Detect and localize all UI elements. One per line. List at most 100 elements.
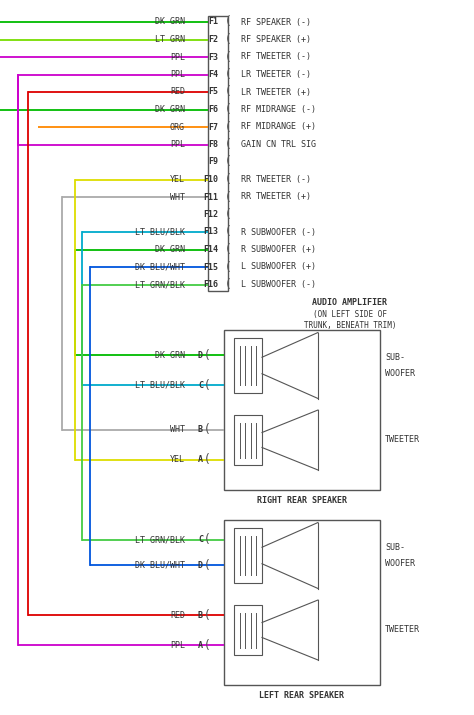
Bar: [224, 330, 380, 490]
Text: DK BLU/WHT: DK BLU/WHT: [135, 262, 185, 272]
Text: LR TWEETER (-): LR TWEETER (-): [241, 70, 311, 79]
Text: (: (: [226, 138, 231, 151]
Text: F6: F6: [208, 105, 218, 114]
Text: WOOFER: WOOFER: [385, 559, 415, 568]
Text: (: (: [226, 33, 231, 46]
Text: RIGHT REAR SPEAKER: RIGHT REAR SPEAKER: [257, 496, 347, 505]
Text: (: (: [205, 348, 210, 362]
Text: (: (: [205, 423, 210, 436]
Text: RF SPEAKER (+): RF SPEAKER (+): [241, 35, 311, 44]
Text: DK GRN: DK GRN: [155, 350, 185, 360]
Text: TWEETER: TWEETER: [385, 626, 420, 634]
Text: F5: F5: [208, 87, 218, 97]
Bar: [234, 528, 262, 583]
Text: (: (: [205, 608, 210, 621]
Text: D: D: [198, 350, 203, 360]
Text: DK GRN: DK GRN: [155, 245, 185, 254]
Text: F15: F15: [203, 262, 218, 272]
Text: TWEETER: TWEETER: [385, 435, 420, 445]
Text: F12: F12: [203, 210, 218, 219]
Bar: [224, 520, 380, 685]
Bar: [234, 338, 262, 393]
Text: (: (: [226, 190, 231, 204]
Text: RED: RED: [170, 611, 185, 619]
Text: D: D: [198, 561, 203, 570]
Text: (: (: [226, 103, 231, 116]
Text: ORG: ORG: [170, 122, 185, 132]
Text: F1: F1: [208, 17, 218, 26]
Text: AUDIO AMPLIFIER: AUDIO AMPLIFIER: [312, 298, 388, 307]
Text: F8: F8: [208, 140, 218, 149]
Text: C: C: [198, 536, 203, 545]
Text: A: A: [198, 455, 203, 465]
Text: LT BLU/BLK: LT BLU/BLK: [135, 380, 185, 390]
Text: (: (: [205, 453, 210, 466]
Text: (: (: [226, 155, 231, 169]
Text: (: (: [226, 86, 231, 99]
Text: PPL: PPL: [170, 641, 185, 649]
Bar: [234, 415, 262, 465]
Text: DK BLU/WHT: DK BLU/WHT: [135, 561, 185, 570]
Bar: [208, 16, 228, 290]
Text: LT GRN/BLK: LT GRN/BLK: [135, 536, 185, 545]
Text: RED: RED: [170, 87, 185, 97]
Text: YEL: YEL: [170, 175, 185, 184]
Text: F3: F3: [208, 52, 218, 61]
Text: (: (: [205, 638, 210, 651]
Text: RR TWEETER (-): RR TWEETER (-): [241, 175, 311, 184]
Text: A: A: [198, 641, 203, 649]
Text: F13: F13: [203, 227, 218, 237]
Text: WOOFER: WOOFER: [385, 369, 415, 378]
Text: (: (: [205, 533, 210, 546]
Text: RF TWEETER (-): RF TWEETER (-): [241, 52, 311, 61]
Text: (: (: [226, 243, 231, 256]
Text: PPL: PPL: [170, 140, 185, 149]
Text: (: (: [226, 121, 231, 134]
Text: F14: F14: [203, 245, 218, 254]
Text: WHT: WHT: [170, 192, 185, 202]
Text: C: C: [198, 380, 203, 390]
Text: (: (: [226, 225, 231, 239]
Text: (: (: [226, 16, 231, 29]
Text: DK GRN: DK GRN: [155, 17, 185, 26]
Text: L SUBWOOFER (+): L SUBWOOFER (+): [241, 262, 316, 272]
Text: (: (: [226, 51, 231, 64]
Text: R SUBWOOFER (-): R SUBWOOFER (-): [241, 227, 316, 237]
Bar: [234, 605, 262, 655]
Text: RF MIDRANGE (+): RF MIDRANGE (+): [241, 122, 316, 132]
Text: (: (: [226, 260, 231, 274]
Text: RR TWEETER (+): RR TWEETER (+): [241, 192, 311, 202]
Text: (: (: [205, 378, 210, 392]
Text: LR TWEETER (+): LR TWEETER (+): [241, 87, 311, 97]
Text: (: (: [226, 68, 231, 81]
Text: RF MIDRANGE (-): RF MIDRANGE (-): [241, 105, 316, 114]
Text: L SUBWOOFER (-): L SUBWOOFER (-): [241, 280, 316, 289]
Text: (: (: [226, 208, 231, 221]
Text: F10: F10: [203, 175, 218, 184]
Text: SUB-: SUB-: [385, 352, 405, 362]
Text: B: B: [198, 611, 203, 619]
Text: LT GRN/BLK: LT GRN/BLK: [135, 280, 185, 289]
Text: R SUBWOOFER (+): R SUBWOOFER (+): [241, 245, 316, 254]
Text: F9: F9: [208, 157, 218, 167]
Text: GAIN CN TRL SIG: GAIN CN TRL SIG: [241, 140, 316, 149]
Text: B: B: [198, 425, 203, 435]
Text: SUB-: SUB-: [385, 543, 405, 552]
Text: PPL: PPL: [170, 70, 185, 79]
Text: LT GRN: LT GRN: [155, 35, 185, 44]
Text: LT BLU/BLK: LT BLU/BLK: [135, 227, 185, 237]
Text: F16: F16: [203, 280, 218, 289]
Text: F11: F11: [203, 192, 218, 202]
Text: (: (: [226, 278, 231, 291]
Text: F2: F2: [208, 35, 218, 44]
Text: PPL: PPL: [170, 52, 185, 61]
Text: (ON LEFT SIDE OF: (ON LEFT SIDE OF: [313, 310, 387, 319]
Text: YEL: YEL: [170, 455, 185, 465]
Text: F4: F4: [208, 70, 218, 79]
Text: (: (: [205, 558, 210, 571]
Text: RF SPEAKER (-): RF SPEAKER (-): [241, 17, 311, 26]
Text: LEFT REAR SPEAKER: LEFT REAR SPEAKER: [259, 691, 345, 700]
Text: WHT: WHT: [170, 425, 185, 435]
Text: F7: F7: [208, 122, 218, 132]
Text: DK GRN: DK GRN: [155, 105, 185, 114]
